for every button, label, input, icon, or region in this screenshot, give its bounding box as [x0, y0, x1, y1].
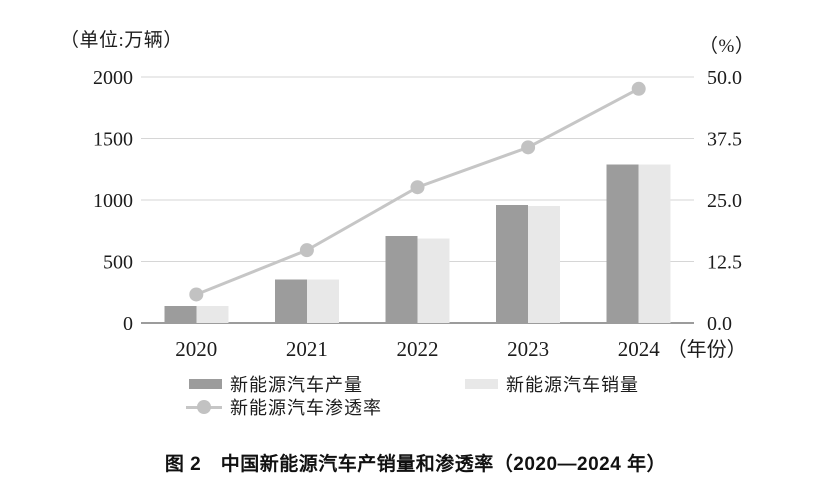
production-bar — [274, 279, 307, 323]
left-axis-tick-label: 0 — [123, 313, 133, 335]
figure-caption: 图 2 中国新能源汽车产销量和渗透率（2020—2024 年） — [164, 454, 667, 475]
left-axis-tick-label: 500 — [103, 252, 133, 274]
production-legend-label: 新能源汽车产量 — [230, 375, 363, 395]
sales-bar — [417, 238, 450, 323]
production-bar — [385, 236, 418, 323]
right-axis-unit-label: （%） — [699, 36, 755, 57]
right-axis-tick-label: 50.0 — [707, 67, 742, 89]
penetration-marker — [299, 243, 314, 258]
sales-legend-label: 新能源汽车销量 — [506, 375, 639, 395]
sales-bar — [528, 206, 561, 323]
x-axis-label: 2024 — [618, 337, 661, 361]
production-bar — [164, 306, 197, 323]
right-axis-tick-label: 12.5 — [707, 252, 742, 274]
legend-item-production: 新能源汽车产量 — [189, 373, 363, 395]
left-axis-unit-label: （单位:万辆） — [60, 30, 183, 51]
production-bar-swatch — [189, 379, 222, 389]
legend-item-penetration: 新能源汽车渗透率 — [186, 396, 382, 418]
sales-bar — [196, 306, 229, 323]
left-axis-tick-label: 1000 — [93, 190, 133, 212]
sales-bar — [638, 164, 671, 323]
production-bar — [606, 164, 639, 323]
x-axis-label: 2023 — [507, 337, 549, 361]
sales-bar — [306, 279, 339, 323]
x-axis-label: 2020 — [175, 337, 217, 361]
x-axis-label: 2022 — [397, 337, 439, 361]
x-axis-unit-suffix: （年份） — [667, 338, 747, 361]
penetration-marker — [521, 140, 536, 155]
penetration-legend-label: 新能源汽车渗透率 — [230, 398, 382, 418]
penetration-marker-dot-icon — [197, 400, 211, 414]
legend-item-sales: 新能源汽车销量 — [465, 373, 639, 395]
penetration-marker — [631, 81, 646, 96]
x-axis-label: 2021 — [286, 337, 328, 361]
right-axis-tick-label: 0.0 — [707, 313, 732, 335]
production-bar — [496, 205, 529, 323]
penetration-marker — [410, 180, 425, 195]
penetration-marker — [189, 287, 204, 302]
penetration-line-marker-swatch — [186, 400, 222, 414]
combo-chart-canvas: 0 0.0 500 12.5 1000 25.0 1500 37.5 2000 50.0 2020 2… — [93, 67, 747, 361]
left-axis-tick-label: 2000 — [93, 67, 133, 89]
left-axis-tick-label: 1500 — [93, 129, 133, 151]
right-axis-tick-label: 37.5 — [707, 129, 742, 151]
right-axis-tick-label: 25.0 — [707, 190, 742, 212]
sales-bar-swatch — [465, 379, 498, 389]
